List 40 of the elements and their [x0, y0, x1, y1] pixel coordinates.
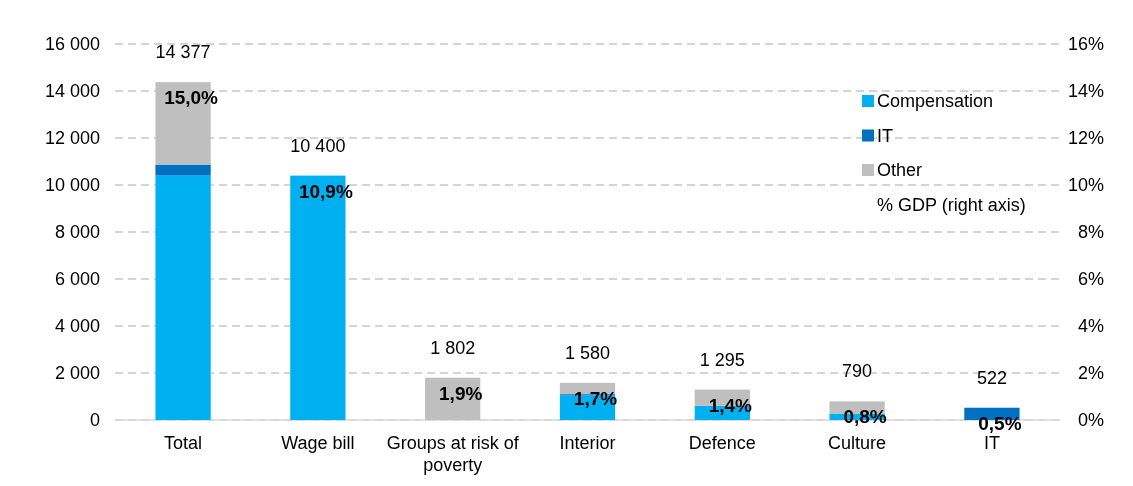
legend-label: Other: [877, 160, 923, 180]
y2-tick-label: 16%: [1067, 34, 1104, 55]
legend-label: Compensation: [877, 91, 994, 111]
total-label: 522: [976, 367, 1007, 388]
y-tick-label: 16 000: [44, 34, 100, 55]
x-tick-label: Total: [164, 433, 203, 453]
bar: [155, 175, 211, 420]
legend-label: IT: [877, 125, 893, 146]
total-label: 790: [842, 361, 873, 382]
total-label: 1 580: [564, 342, 611, 363]
x-tick-label: Groups at risk of poverty: [386, 433, 520, 475]
y-tick-label: 0: [89, 410, 100, 431]
y-tick-label: 12 000: [44, 128, 100, 149]
annotation: 15,0%: [164, 87, 219, 109]
y-tick-label: 4 000: [54, 316, 100, 337]
y-tick-label: 2 000: [54, 363, 100, 384]
y-tick-label: 8 000: [54, 222, 100, 243]
total-label: 1 295: [699, 349, 745, 370]
y-tick-label: 6 000: [54, 269, 100, 290]
annotation: 1,9%: [439, 382, 483, 404]
annotation: % GDP (right axis): [877, 194, 1026, 215]
y2-tick-label: 8%: [1077, 222, 1104, 243]
x-tick-label: Defence: [688, 433, 756, 453]
y2-tick-label: 12%: [1067, 128, 1104, 149]
total-label: 1 802: [430, 337, 476, 358]
total-label: 14 377: [155, 42, 211, 63]
y-tick-label: 10 000: [44, 175, 100, 196]
y2-tick-label: 2%: [1077, 363, 1104, 384]
y2-tick-label: 6%: [1077, 269, 1104, 290]
x-tick-label: Wage bill: [281, 433, 355, 453]
x-tick-label: IT: [983, 433, 1000, 453]
total-label: 10 400: [290, 135, 346, 156]
x-tick-label: Interior: [559, 433, 616, 453]
x-tick-label: Culture: [828, 433, 887, 453]
y2-tick-label: 10%: [1067, 175, 1104, 196]
bar: [155, 164, 211, 176]
y2-tick-label: 14%: [1067, 81, 1104, 102]
y2-tick-label: 4%: [1077, 316, 1104, 337]
y2-tick-label: 0%: [1077, 410, 1104, 431]
y-tick-label: 14 000: [44, 81, 100, 102]
